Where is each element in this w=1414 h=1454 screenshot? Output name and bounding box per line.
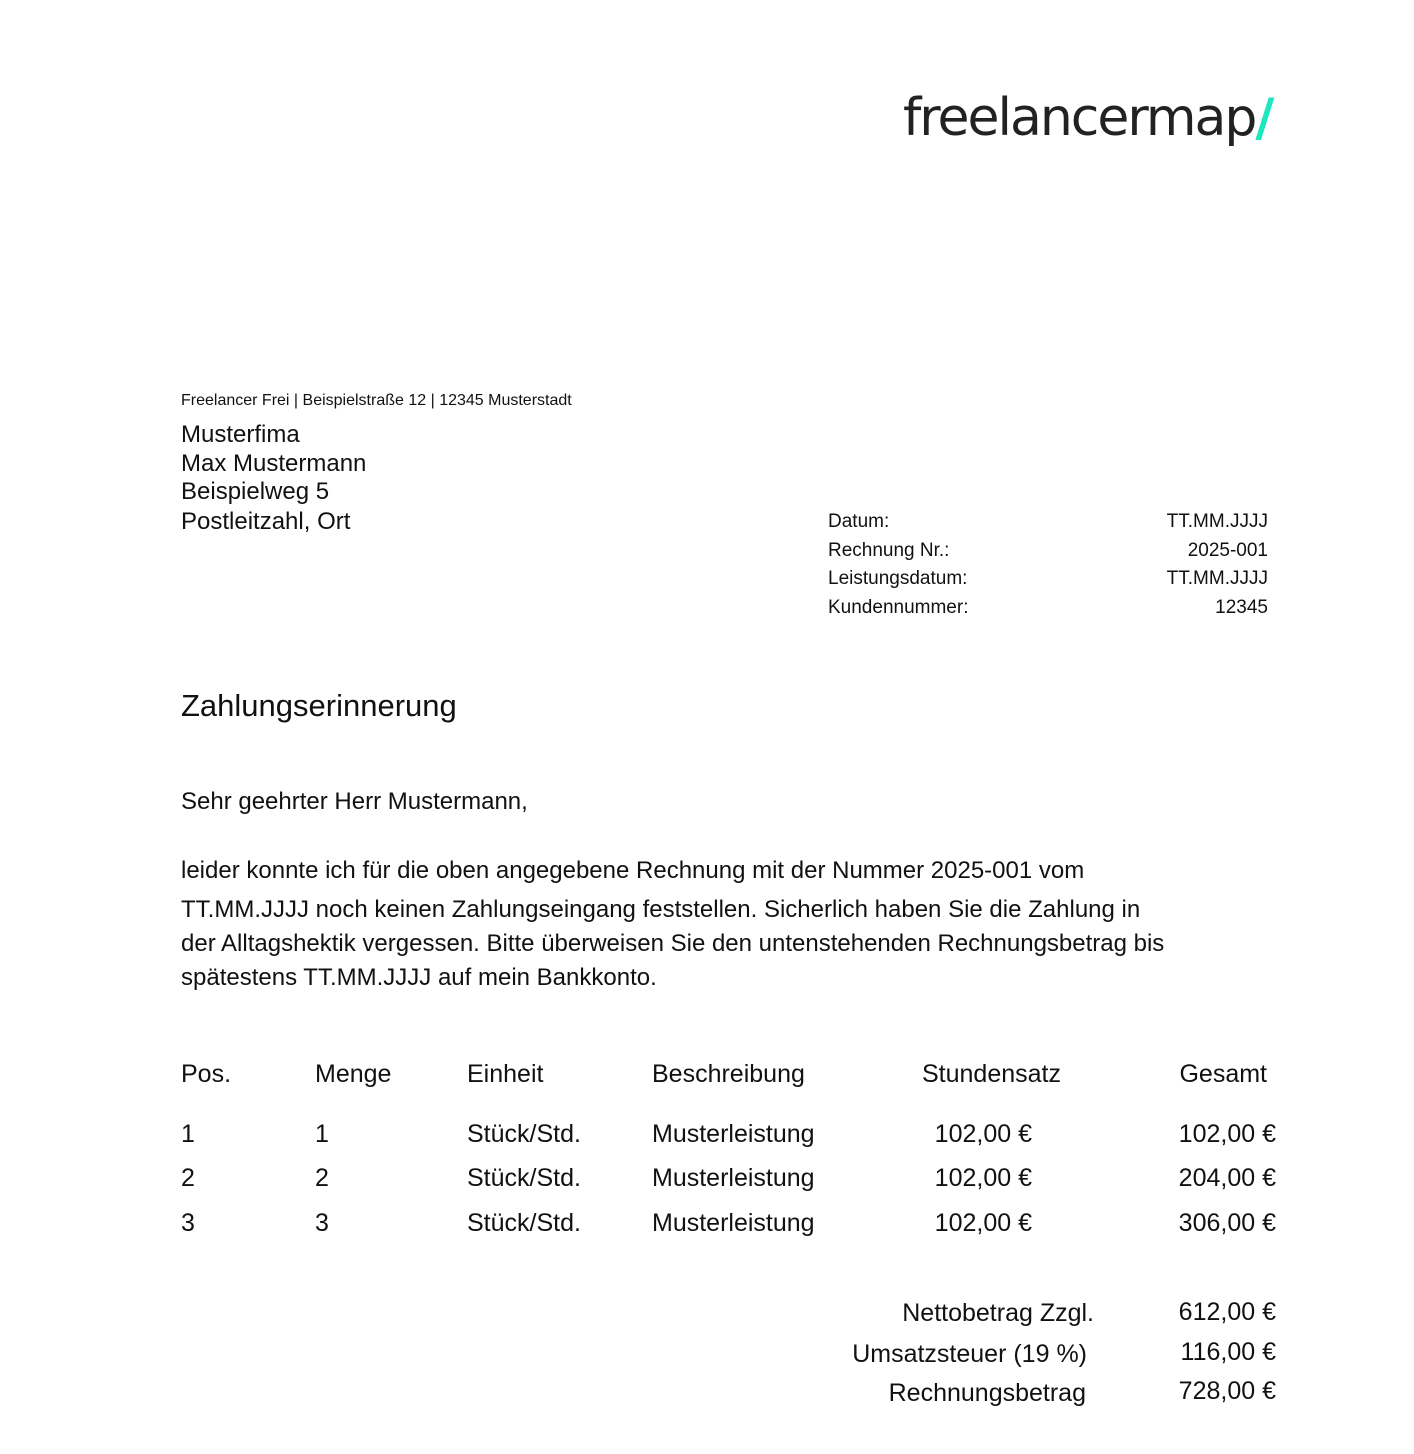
cell-hourly-rate: 102,00 € <box>934 1120 1032 1148</box>
header-pos: Pos. <box>181 1060 232 1088</box>
cell-unit: Stück/Std. <box>467 1120 581 1148</box>
cell-total: 306,00 € <box>1178 1209 1276 1237</box>
info-label-service-date: Leistungsdatum: <box>828 568 968 589</box>
info-value-customer-number: 12345 <box>1215 597 1268 618</box>
cell-hourly-rate: 102,00 € <box>934 1164 1032 1192</box>
total-label-invoice-amount: Rechnungsbetrag <box>888 1379 1086 1407</box>
info-value-date: TT.MM.JJJJ <box>1166 511 1268 532</box>
total-value-net: 612,00 € <box>1178 1298 1276 1326</box>
info-value-service-date: TT.MM.JJJJ <box>1166 568 1268 589</box>
cell-pos: 1 <box>181 1120 195 1148</box>
header-total: Gesamt <box>1179 1060 1267 1088</box>
sender-line: Freelancer Frei | Beispielstraße 12 | 12… <box>181 392 572 409</box>
cell-description: Musterleistung <box>652 1164 815 1192</box>
cell-total: 102,00 € <box>1178 1120 1276 1148</box>
header-quantity: Menge <box>315 1060 392 1088</box>
cell-description: Musterleistung <box>652 1209 815 1237</box>
info-label-invoice-number: Rechnung Nr.: <box>828 540 950 561</box>
paragraph-line: TT.MM.JJJJ noch keinen Zahlungseingang f… <box>181 896 1141 923</box>
cell-pos: 3 <box>181 1209 195 1237</box>
total-label-net: Nettobetrag Zzgl. <box>902 1299 1094 1327</box>
cell-total: 204,00 € <box>1178 1164 1276 1192</box>
logo-text: freelancermap <box>903 88 1257 148</box>
logo-slash: / <box>1255 88 1274 148</box>
cell-pos: 2 <box>181 1164 195 1192</box>
paragraph-line: der Alltagshektik vergessen. Bitte überw… <box>181 930 1165 957</box>
recipient-name: Max Mustermann <box>181 450 367 477</box>
paragraph-line: leider konnte ich für die oben angegeben… <box>181 857 1085 884</box>
info-label-date: Datum: <box>828 511 890 532</box>
total-value-invoice-amount: 728,00 € <box>1178 1377 1276 1405</box>
info-label-customer-number: Kundennummer: <box>828 597 969 618</box>
recipient-street: Beispielweg 5 <box>181 478 330 505</box>
info-value-invoice-number: 2025-001 <box>1187 540 1268 561</box>
cell-unit: Stück/Std. <box>467 1209 581 1237</box>
header-unit: Einheit <box>467 1060 544 1088</box>
cell-quantity: 3 <box>315 1209 329 1237</box>
paragraph-line: spätestens TT.MM.JJJJ auf mein Bankkonto… <box>181 964 657 991</box>
total-label-vat: Umsatzsteuer (19 %) <box>852 1340 1087 1368</box>
header-description: Beschreibung <box>652 1060 805 1088</box>
cell-hourly-rate: 102,00 € <box>934 1209 1032 1237</box>
cell-description: Musterleistung <box>652 1120 815 1148</box>
cell-quantity: 2 <box>315 1164 329 1192</box>
freelancermap-logo: freelancermap/ <box>903 88 1274 148</box>
cell-unit: Stück/Std. <box>467 1164 581 1192</box>
document-title: Zahlungserinnerung <box>181 688 457 723</box>
header-hourly-rate: Stundensatz <box>922 1060 1061 1088</box>
recipient-city: Postleitzahl, Ort <box>181 508 351 535</box>
cell-quantity: 1 <box>315 1120 329 1148</box>
total-value-vat: 116,00 € <box>1180 1338 1276 1366</box>
salutation: Sehr geehrter Herr Mustermann, <box>181 788 528 815</box>
recipient-company: Musterfima <box>181 421 300 448</box>
